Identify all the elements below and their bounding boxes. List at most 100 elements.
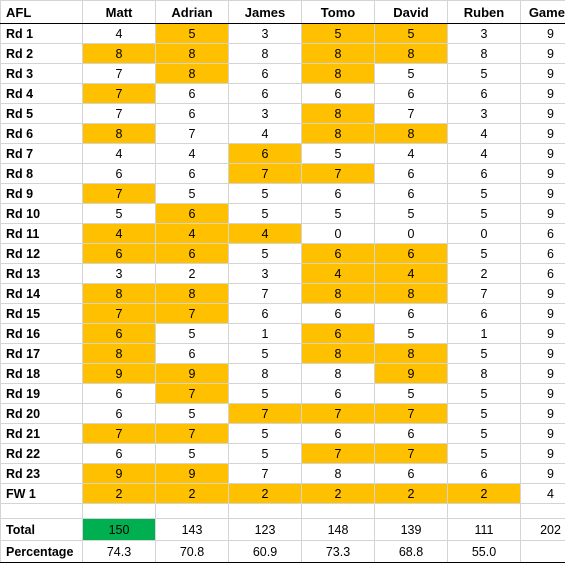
total-cell[interactable]: 143 <box>155 518 229 541</box>
score-cell[interactable]: 7 <box>82 183 156 204</box>
score-cell[interactable]: 5 <box>447 63 521 84</box>
score-cell[interactable]: 7 <box>82 423 156 444</box>
percentage-cell[interactable]: 70.8 <box>155 540 229 563</box>
score-cell[interactable]: 6 <box>228 63 302 84</box>
score-cell[interactable]: 4 <box>301 263 375 284</box>
score-cell[interactable]: 5 <box>447 343 521 364</box>
score-cell[interactable]: 5 <box>155 183 229 204</box>
round-label-cell[interactable]: FW 1 <box>0 483 83 504</box>
score-cell[interactable]: 5 <box>374 63 448 84</box>
games-cell[interactable]: 9 <box>520 403 565 424</box>
score-cell[interactable]: 4 <box>447 123 521 144</box>
score-cell[interactable]: 9 <box>374 363 448 384</box>
score-cell[interactable]: 9 <box>155 363 229 384</box>
score-cell[interactable]: 5 <box>447 423 521 444</box>
score-cell[interactable]: 8 <box>228 363 302 384</box>
round-label-cell[interactable]: Rd 22 <box>0 443 83 464</box>
score-cell[interactable]: 6 <box>374 183 448 204</box>
score-cell[interactable]: 7 <box>82 303 156 324</box>
score-cell[interactable]: 6 <box>155 163 229 184</box>
score-cell[interactable]: 6 <box>82 323 156 344</box>
score-cell[interactable]: 5 <box>228 383 302 404</box>
header-label-cell[interactable]: AFL <box>0 0 83 24</box>
games-cell[interactable]: 6 <box>520 243 565 264</box>
score-cell[interactable]: 9 <box>82 463 156 484</box>
score-cell[interactable]: 5 <box>155 23 229 44</box>
score-cell[interactable]: 6 <box>374 463 448 484</box>
score-cell[interactable]: 7 <box>228 403 302 424</box>
total-cell[interactable]: 148 <box>301 518 375 541</box>
score-cell[interactable]: 6 <box>374 423 448 444</box>
score-cell[interactable]: 9 <box>155 463 229 484</box>
score-cell[interactable]: 2 <box>301 483 375 504</box>
score-cell[interactable]: 6 <box>228 143 302 164</box>
round-label-cell[interactable]: Rd 2 <box>0 43 83 64</box>
score-cell[interactable]: 4 <box>82 223 156 244</box>
score-cell[interactable]: 7 <box>228 463 302 484</box>
total-cell[interactable]: 123 <box>228 518 302 541</box>
score-cell[interactable]: 6 <box>301 423 375 444</box>
score-cell[interactable]: 8 <box>228 43 302 64</box>
round-label-cell[interactable]: Rd 18 <box>0 363 83 384</box>
total-cell[interactable]: 139 <box>374 518 448 541</box>
blank-cell[interactable] <box>155 503 229 519</box>
score-cell[interactable]: 7 <box>82 83 156 104</box>
games-cell[interactable]: 9 <box>520 163 565 184</box>
games-cell[interactable]: 9 <box>520 363 565 384</box>
round-label-cell[interactable]: Rd 21 <box>0 423 83 444</box>
score-cell[interactable]: 7 <box>374 443 448 464</box>
round-label-cell[interactable]: Rd 19 <box>0 383 83 404</box>
round-label-cell[interactable]: Rd 14 <box>0 283 83 304</box>
score-cell[interactable]: 6 <box>374 83 448 104</box>
round-label-cell[interactable]: Rd 7 <box>0 143 83 164</box>
score-cell[interactable]: 7 <box>155 383 229 404</box>
score-cell[interactable]: 5 <box>228 183 302 204</box>
games-cell[interactable]: 9 <box>520 423 565 444</box>
games-cell[interactable]: 9 <box>520 383 565 404</box>
score-cell[interactable]: 8 <box>301 463 375 484</box>
games-cell[interactable]: 9 <box>520 283 565 304</box>
score-cell[interactable]: 5 <box>301 23 375 44</box>
percentage-cell[interactable]: 55.0 <box>447 540 521 563</box>
score-cell[interactable]: 8 <box>82 283 156 304</box>
total-label-cell[interactable]: Total <box>0 518 83 541</box>
score-cell[interactable]: 6 <box>82 443 156 464</box>
score-cell[interactable]: 8 <box>155 283 229 304</box>
round-label-cell[interactable]: Rd 5 <box>0 103 83 124</box>
score-cell[interactable]: 5 <box>155 443 229 464</box>
games-cell[interactable]: 9 <box>520 343 565 364</box>
header-player-cell[interactable]: Tomo <box>301 0 375 24</box>
percentage-cell[interactable]: 74.3 <box>82 540 156 563</box>
score-cell[interactable]: 5 <box>374 323 448 344</box>
score-cell[interactable]: 5 <box>228 203 302 224</box>
score-cell[interactable]: 6 <box>228 83 302 104</box>
score-cell[interactable]: 5 <box>228 443 302 464</box>
score-cell[interactable]: 7 <box>82 103 156 124</box>
score-cell[interactable]: 8 <box>301 343 375 364</box>
score-cell[interactable]: 7 <box>228 163 302 184</box>
score-cell[interactable]: 7 <box>228 283 302 304</box>
score-cell[interactable]: 4 <box>82 143 156 164</box>
score-cell[interactable]: 5 <box>374 383 448 404</box>
score-cell[interactable]: 5 <box>301 143 375 164</box>
score-cell[interactable]: 2 <box>374 483 448 504</box>
blank-cell[interactable] <box>0 503 83 519</box>
games-cell[interactable]: 9 <box>520 323 565 344</box>
score-cell[interactable]: 8 <box>447 43 521 64</box>
score-cell[interactable]: 6 <box>155 343 229 364</box>
header-player-cell[interactable]: Matt <box>82 0 156 24</box>
score-cell[interactable]: 3 <box>228 263 302 284</box>
score-cell[interactable]: 6 <box>374 243 448 264</box>
score-cell[interactable]: 2 <box>447 263 521 284</box>
score-cell[interactable]: 5 <box>155 323 229 344</box>
score-cell[interactable]: 4 <box>374 263 448 284</box>
score-cell[interactable]: 5 <box>447 183 521 204</box>
games-cell[interactable]: 9 <box>520 43 565 64</box>
score-cell[interactable]: 7 <box>155 303 229 324</box>
round-label-cell[interactable]: Rd 17 <box>0 343 83 364</box>
blank-cell[interactable] <box>447 503 521 519</box>
score-cell[interactable]: 6 <box>301 303 375 324</box>
score-cell[interactable]: 0 <box>374 223 448 244</box>
score-cell[interactable]: 1 <box>447 323 521 344</box>
score-cell[interactable]: 8 <box>82 343 156 364</box>
